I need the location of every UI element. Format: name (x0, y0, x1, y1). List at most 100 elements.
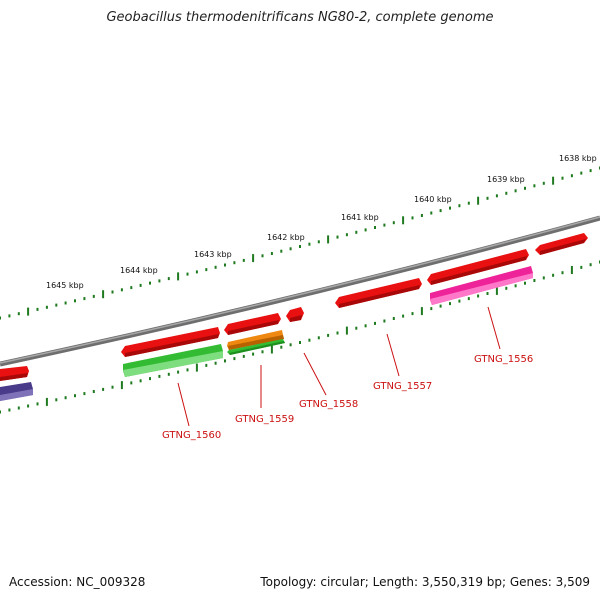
minor-tick (430, 307, 433, 311)
feature-magenta[interactable] (430, 273, 533, 305)
feature-red[interactable] (125, 334, 219, 357)
minor-tick (458, 204, 461, 208)
minor-tick (317, 240, 320, 244)
feature-green[interactable] (123, 351, 223, 377)
minor-tick (505, 286, 508, 290)
minor-tick (495, 194, 498, 198)
minor-tick (130, 286, 133, 290)
major-tick (402, 216, 405, 225)
kbp-label-1641: 1641 kbp (341, 213, 379, 222)
genome-backbone (0, 215, 600, 367)
kbp-label-1644: 1644 kbp (120, 266, 158, 275)
feature-orange[interactable] (228, 335, 284, 350)
minor-tick (167, 372, 170, 376)
minor-tick (36, 307, 39, 311)
minor-tick (195, 270, 198, 274)
minor-tick (224, 263, 226, 267)
major-tick (195, 363, 198, 372)
major-tick (570, 266, 573, 274)
minor-tick (280, 249, 283, 253)
minor-tick (336, 235, 339, 239)
gene-label-gtng-1559[interactable]: GTNG_1559 (235, 414, 294, 425)
leader-line-gtng-1558 (303, 352, 327, 396)
map-title: Geobacillus thermodenitrificans NG80-2, … (106, 10, 494, 25)
minor-tick (392, 317, 395, 320)
minor-tick (0, 316, 1, 320)
minor-tick (430, 211, 433, 215)
minor-tick (55, 303, 58, 307)
leader-line-gtng-1557 (386, 333, 400, 377)
minor-tick (186, 272, 189, 276)
minor-tick (299, 341, 301, 344)
major-tick (270, 345, 273, 354)
feature-red[interactable] (290, 315, 302, 322)
leader-line-gtng-1556 (487, 306, 501, 350)
minor-tick (261, 350, 264, 354)
feature-red[interactable] (431, 256, 527, 285)
minor-tick (449, 302, 451, 306)
gene-labels: GTNG_1556 GTNG_1557 GTNG_1558 GTNG_1559 … (162, 354, 533, 441)
minor-tick (467, 201, 470, 205)
minor-tick (186, 368, 189, 372)
major-tick (420, 307, 423, 316)
minor-tick (392, 221, 395, 225)
minor-tick (355, 326, 358, 330)
minor-tick (8, 314, 11, 318)
major-tick (477, 196, 480, 205)
minor-tick (233, 261, 236, 265)
minor-tick (308, 242, 311, 246)
minor-tick (402, 314, 405, 318)
minor-tick (139, 379, 142, 383)
minor-tick (420, 214, 423, 217)
feature-red[interactable] (339, 285, 420, 308)
kbp-label-1642: 1642 kbp (267, 233, 305, 242)
minor-tick (374, 226, 376, 229)
minor-tick (36, 402, 39, 406)
minor-tick (411, 216, 414, 220)
minor-tick (364, 228, 367, 232)
minor-tick (383, 223, 386, 227)
minor-tick (177, 370, 180, 374)
major-tick (345, 326, 348, 335)
minor-tick (542, 181, 545, 185)
gene-label-gtng-1560[interactable]: GTNG_1560 (162, 430, 221, 441)
feature-red[interactable] (0, 373, 28, 381)
minor-tick (139, 283, 142, 287)
minor-tick (17, 312, 20, 316)
minor-tick (27, 404, 30, 408)
minor-tick (589, 263, 592, 267)
minor-tick (158, 279, 161, 283)
minor-tick (214, 361, 217, 365)
feature-green[interactable] (229, 341, 285, 355)
major-tick (327, 235, 330, 244)
accession-text: Accession: NC_009328 (9, 575, 146, 589)
feature-purple[interactable] (0, 389, 33, 401)
feature-red[interactable] (540, 239, 586, 255)
minor-tick (505, 191, 508, 195)
forward-strand-features (0, 233, 588, 381)
major-tick (252, 254, 255, 263)
feature-red[interactable] (228, 320, 279, 335)
minor-tick (120, 288, 123, 292)
kbp-label-1645: 1645 kbp (46, 281, 84, 290)
minor-tick (317, 336, 320, 340)
minor-tick (74, 299, 76, 303)
minor-tick (130, 381, 133, 385)
leader-lines (177, 306, 501, 427)
minor-tick (64, 301, 67, 305)
kbp-label-1643: 1643 kbp (194, 250, 232, 259)
minor-tick (8, 408, 11, 412)
gene-label-gtng-1556[interactable]: GTNG_1556 (474, 354, 533, 365)
minor-tick (561, 271, 564, 275)
minor-tick (261, 254, 264, 258)
minor-tick (224, 359, 226, 363)
gene-label-gtng-1557[interactable]: GTNG_1557 (373, 381, 432, 392)
minor-tick (486, 196, 489, 200)
minor-tick (158, 374, 161, 378)
minor-tick (252, 352, 255, 356)
minor-tick (439, 304, 442, 308)
gene-label-gtng-1558[interactable]: GTNG_1558 (299, 399, 358, 410)
kbp-label-1639: 1639 kbp (487, 175, 525, 184)
kbp-label-1638: 1638 kbp (559, 154, 597, 163)
